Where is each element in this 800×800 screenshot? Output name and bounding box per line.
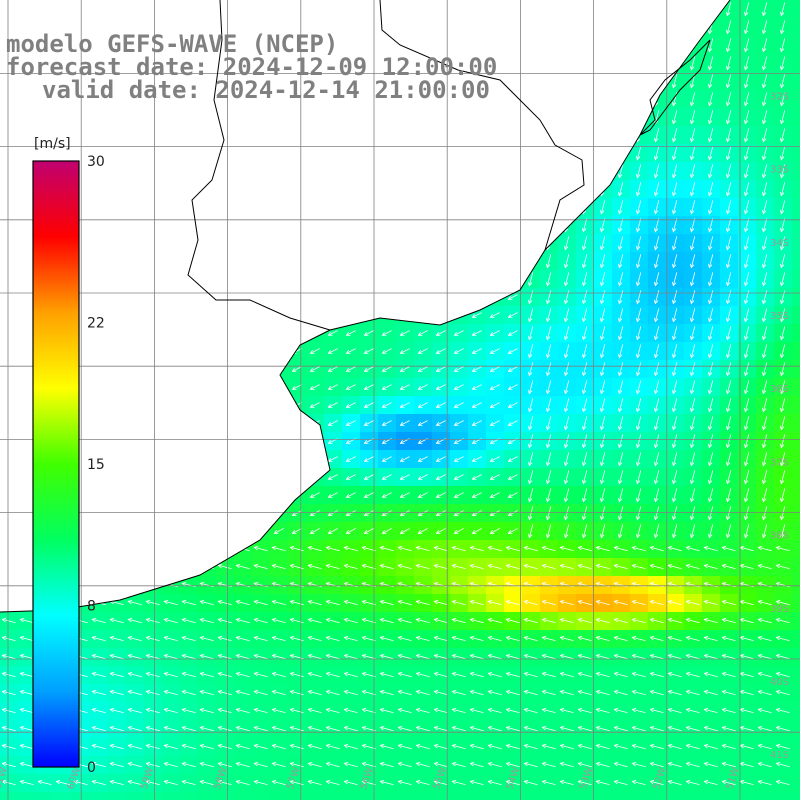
lat-label: 32S: [770, 91, 789, 102]
colorbar-unit: [m/s]: [34, 136, 71, 152]
title-valid-date: valid date: 2024-12-14 21:00:00: [42, 76, 490, 104]
lat-label: 39S: [770, 604, 789, 615]
title-forecast-date: forecast date: 2024-12-09 12:00:00: [6, 53, 497, 81]
colorbar-tick-label: 30: [87, 154, 105, 170]
colorbar-gradient: [32, 160, 80, 768]
colorbar-tick-label: 15: [87, 457, 105, 473]
colorbar: [m/s] 30 22 15 8 0: [32, 136, 105, 776]
coastline-and-borders: [0, 0, 731, 613]
land-area: [0, 0, 730, 612]
lat-label: 40S: [770, 677, 789, 688]
colorbar-tick-label: 22: [87, 316, 105, 332]
colorbar-tick-label: 8: [87, 598, 96, 614]
map-title: modelo GEFS-WAVE (NCEP) forecast date: 2…: [6, 30, 497, 104]
lat-label: 41S: [770, 750, 789, 761]
lat-label: 37S: [770, 457, 789, 468]
lagoon-outline: [639, 39, 711, 136]
border-river: [187, 0, 331, 331]
lat-label: 36S: [770, 384, 789, 395]
land-mask: [0, 0, 730, 612]
lat-label: 33S: [770, 165, 789, 176]
title-model: modelo GEFS-WAVE (NCEP): [6, 30, 338, 58]
colorbar-tick-label: 0: [87, 760, 96, 776]
lat-label: 38S: [770, 531, 789, 542]
lon-label: 61W: [0, 766, 10, 791]
lat-label: 35S: [770, 311, 789, 322]
lat-label: 34S: [770, 238, 789, 249]
border-uruguay: [379, 0, 585, 251]
